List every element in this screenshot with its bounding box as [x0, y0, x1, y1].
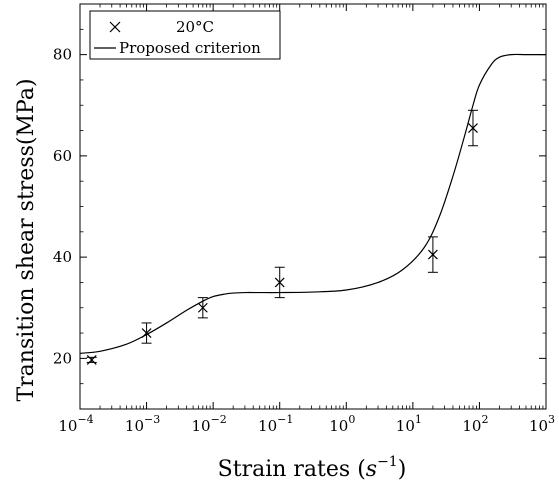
y-tick-label: 40	[53, 248, 72, 266]
legend: 20°C Proposed criterion	[89, 10, 281, 60]
y-axis-title: Transition shear stress(MPa)	[14, 78, 39, 401]
x-tick-label: 10−3	[125, 413, 160, 435]
x-marker	[141, 328, 152, 338]
data-point	[467, 109, 478, 147]
x-marker	[86, 354, 97, 365]
plot-area-border	[79, 3, 547, 410]
legend-label-20c: 20°C	[176, 18, 214, 36]
data-point	[274, 266, 285, 299]
axes-frame	[79, 3, 547, 410]
criterion-curve-layer	[79, 53, 546, 354]
x-axis-title-close: )	[398, 457, 407, 482]
criterion-curve	[79, 53, 546, 354]
legend-marker-x	[109, 21, 121, 33]
data-point	[86, 354, 97, 365]
x-tick-label: 10−2	[191, 413, 226, 435]
data-point	[141, 322, 152, 344]
x-tick-label: 10−4	[58, 413, 93, 435]
x-tick-label: 100	[329, 413, 355, 435]
tick-labels-layer: 10−4 10−3 10−2 10−1 100 101 102 103 20 40 60 80	[53, 46, 555, 435]
y-tick-label: 60	[53, 147, 72, 165]
x-marker	[197, 302, 208, 313]
x-axis-title-var: s	[366, 457, 377, 482]
x-marker	[427, 249, 438, 260]
x-tick-label: 103	[529, 413, 555, 435]
x-axis-title: Strain rates (s−1)	[218, 454, 407, 482]
y-tick-label: 20	[53, 349, 72, 367]
axis-ticks	[79, 3, 547, 410]
x-marker	[274, 277, 285, 288]
x-tick-label: 102	[462, 413, 488, 435]
data-point	[427, 236, 438, 273]
data-points-layer	[86, 109, 478, 365]
x-axis-title-text: Strain rates (	[218, 457, 366, 482]
x-tick-label: 10−1	[258, 413, 293, 435]
legend-label-criterion: Proposed criterion	[119, 39, 261, 57]
y-tick-label: 80	[53, 46, 72, 64]
x-tick-label: 101	[396, 413, 422, 435]
data-point	[197, 297, 208, 319]
x-marker	[468, 123, 478, 133]
legend-box	[89, 10, 281, 60]
x-axis-title-exp: −1	[377, 454, 398, 470]
